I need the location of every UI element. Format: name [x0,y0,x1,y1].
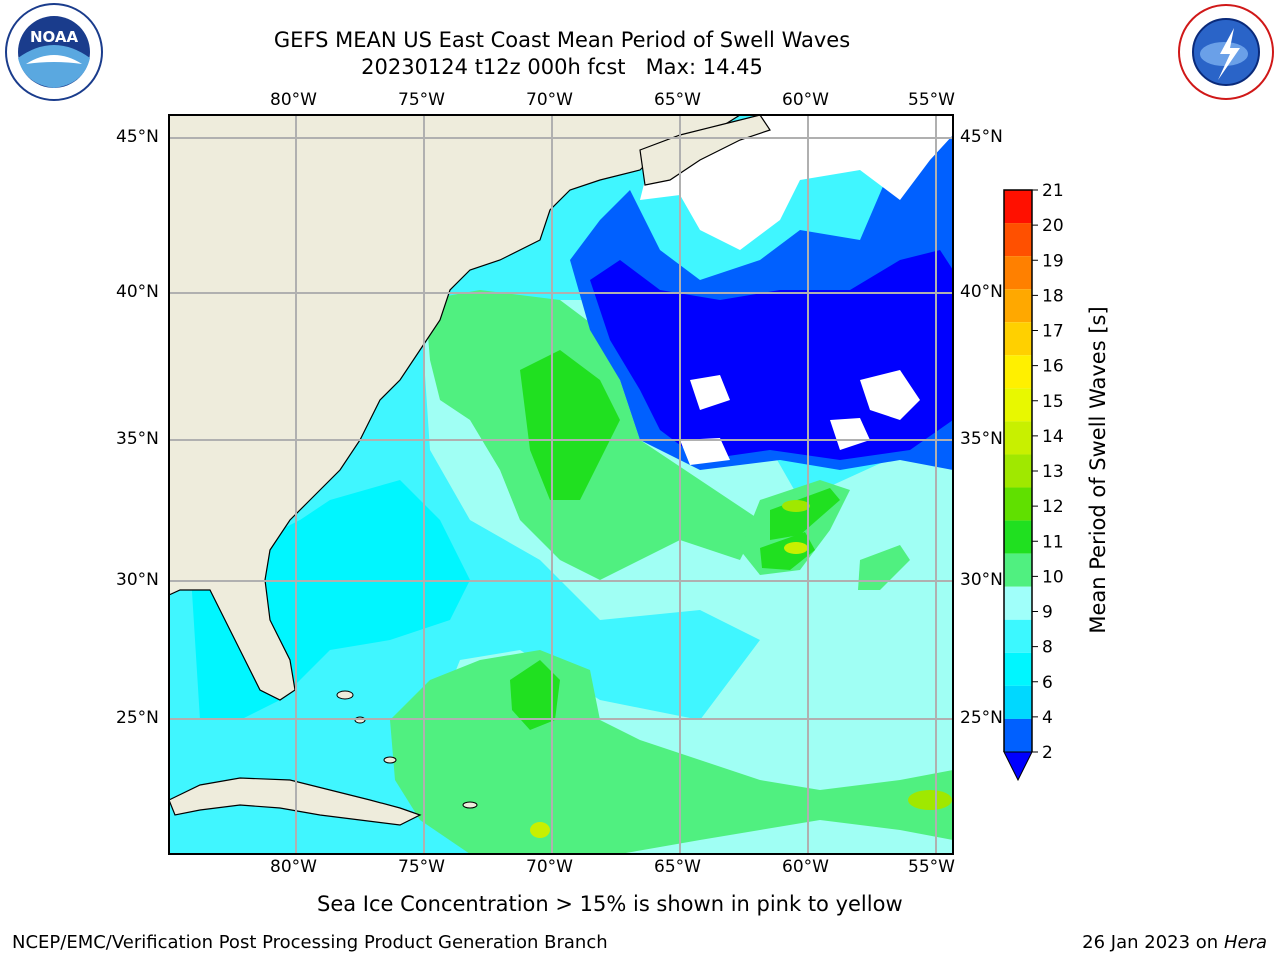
colorbar-tick-label: 8 [1042,638,1053,658]
colorbar-segment [1004,718,1032,752]
colorbar-tick-label: 6 [1042,673,1053,693]
colorbar-extend-arrow [1003,751,1033,782]
colorbar-segment [1004,388,1032,422]
lon-label-top-75w: 75°W [398,90,445,110]
land-nova-scotia [639,115,771,186]
noaa-logo: NOAA [5,3,103,101]
lon-label-top-70w: 70°W [526,90,573,110]
band-10-11s-b [510,660,560,730]
lat-label-left-40n: 40°N [116,282,159,302]
colorbar-label: Mean Period of Swell Waves [s] [1086,306,1110,634]
colorbar-tick-label: 4 [1042,708,1053,728]
lat-label-left-45n: 45°N [116,127,159,147]
band-12-13s [782,500,810,512]
footer-date: 26 Jan 2023 on Hera [1082,932,1267,953]
sea-ice-note: Sea Ice Concentration > 15% is shown in … [317,892,903,916]
lon-label-bottom-65w: 65°W [654,857,701,877]
colorbar-segment [1004,454,1032,488]
colorbar-segment [1004,322,1032,356]
colorbar-tick-label: 17 [1042,322,1064,342]
lat-label-right-45n: 45°N [960,127,1003,147]
colorbar-tick-label: 9 [1042,603,1053,623]
colorbar-tick-label: 21 [1042,181,1064,201]
colorbar-tick-label: 10 [1042,567,1064,587]
map-title: GEFS MEAN US East Coast Mean Period of S… [273,28,851,52]
lat-label-left-30n: 30°N [116,570,159,590]
lon-label-top-60w: 60°W [782,90,829,110]
colorbar-segment [1004,520,1032,554]
lat-label-right-25n: 25°N [960,708,1003,728]
colorbar-segment [1004,355,1032,389]
lon-label-bottom-55w: 55°W [908,857,955,877]
footer-date-text: 26 Jan 2023 on [1082,932,1224,953]
footer-host: Hera [1223,932,1267,953]
colorbar-segment [1004,619,1032,653]
lon-label-bottom-60w: 60°W [782,857,829,877]
no-data-patches [680,370,920,465]
map-frame [168,114,954,855]
colorbar-tick-label: 16 [1042,357,1064,377]
nws-logo [1178,4,1274,100]
colorbar-segment [1004,289,1032,323]
colorbar-segment [1004,586,1032,620]
band-10-11s-c [770,488,840,540]
colorbar-tick-label: 2 [1042,743,1053,763]
band-13-14s-south [530,822,550,838]
colorbar-tick-label: 14 [1042,427,1064,447]
colorbar-segment [1004,190,1032,224]
footer-branch: NCEP/EMC/Verification Post Processing Pr… [12,932,608,953]
colorbar-tick-label: 20 [1042,216,1064,236]
lat-label-right-40n: 40°N [960,282,1003,302]
lat-label-right-30n: 30°N [960,570,1003,590]
colorbar-segment [1004,421,1032,455]
colorbar-tick-label: 18 [1042,286,1064,306]
lon-label-top-55w: 55°W [908,90,955,110]
band-10-11s [520,350,620,500]
map-subtitle: 20230124 t12z 000h fcst Max: 14.45 [361,55,763,79]
svg-text:NOAA: NOAA [30,28,79,46]
lon-label-bottom-70w: 70°W [526,857,573,877]
colorbar-segment [1004,487,1032,521]
colorbar: 2 4 6 8 9 10 11 12 13 14 15 16 17 18 19 20 21 [1003,181,1064,782]
band-12-13s-east [908,790,952,810]
lon-label-bottom-80w: 80°W [270,857,317,877]
colorbar-segment [1004,256,1032,290]
colorbar-segment [1004,553,1032,587]
graticule [169,115,953,854]
colorbar-segment [1004,685,1032,719]
colorbar-tick-label: 13 [1042,462,1064,482]
lat-label-right-35n: 35°N [960,429,1003,449]
lon-label-top-80w: 80°W [270,90,317,110]
colorbar-tick-label: 15 [1042,392,1064,412]
colorbar-tick-label: 12 [1042,497,1064,517]
lon-label-top-65w: 65°W [654,90,701,110]
lat-label-left-25n: 25°N [116,708,159,728]
colorbar-tick-label: 11 [1042,532,1064,552]
land-cuba [169,777,422,826]
colorbar-segment [1004,652,1032,686]
colorbar-tick-label: 19 [1042,251,1064,271]
lon-label-bottom-75w: 75°W [398,857,445,877]
band-13-14s [784,542,808,554]
colorbar-segment [1004,223,1032,257]
band-9-10s-east2 [858,545,910,590]
lat-label-left-35n: 35°N [116,429,159,449]
